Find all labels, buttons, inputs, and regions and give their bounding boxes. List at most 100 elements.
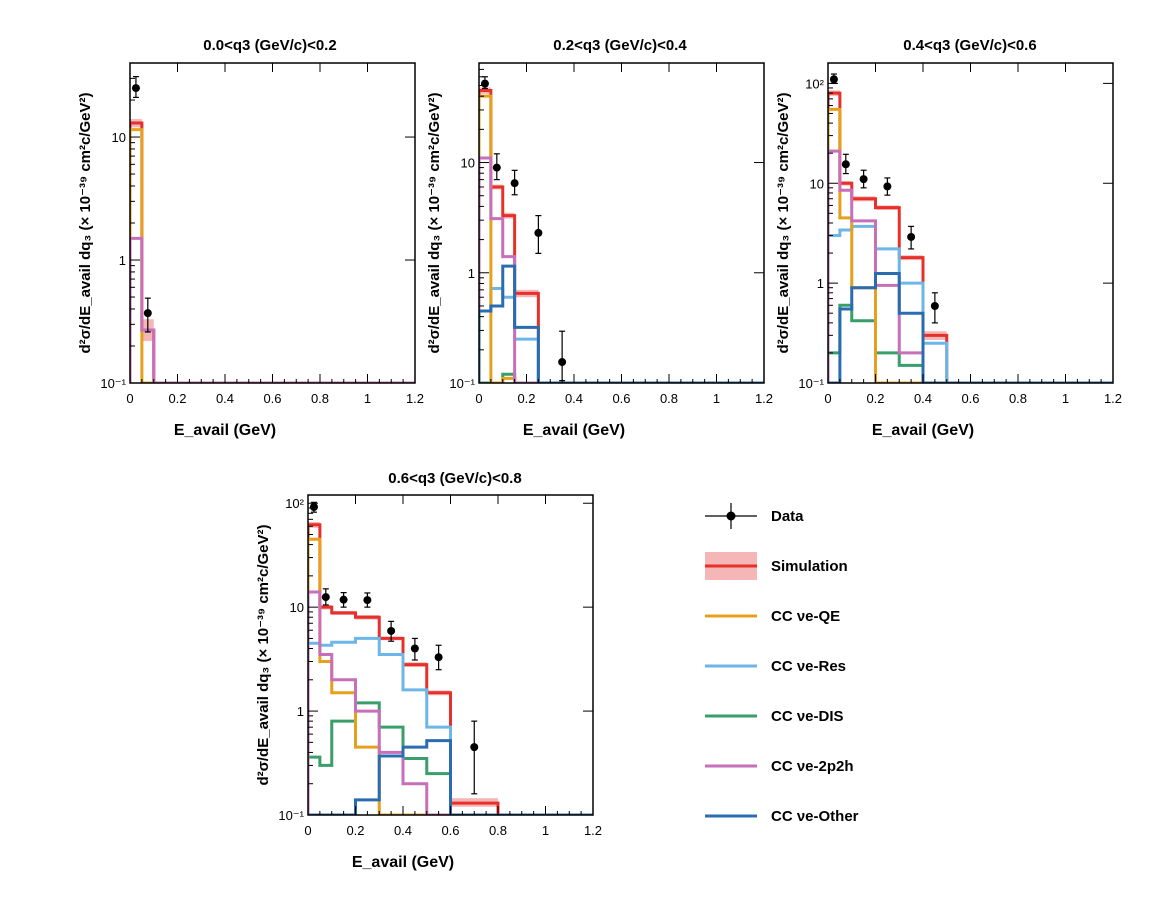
y-axis-label: d²σ/dE_avail dq₃ (× 10⁻³⁹ cm²c/GeV²) — [255, 524, 272, 785]
x-tick-label: 0.6 — [612, 391, 630, 406]
series-two-p2h — [828, 149, 1113, 383]
y-tick-label: 1 — [468, 266, 475, 281]
panel-title: 0.4<q3 (GeV/c)<0.6 — [903, 37, 1036, 54]
data-point — [143, 297, 152, 333]
x-tick-label: 0.4 — [394, 823, 412, 838]
legend-item-two-p2h: CC νe-2p2h — [705, 758, 854, 775]
plot-area — [828, 73, 1113, 383]
panel-title: 0.0<q3 (GeV/c)<0.2 — [203, 37, 336, 54]
data-point — [534, 215, 543, 254]
data-point — [907, 225, 916, 250]
series-two-p2h — [130, 236, 415, 383]
y-tick-label: 10 — [290, 600, 304, 615]
legend-label: CC νe-DIS — [771, 708, 844, 725]
x-axis-label: E_avail (GeV) — [872, 422, 974, 439]
series-simulation — [828, 91, 1113, 383]
series-dis — [828, 303, 1113, 383]
x-tick-label: 0.8 — [1009, 391, 1027, 406]
x-tick-label: 1.2 — [406, 391, 424, 406]
x-tick-label: 0.2 — [346, 823, 364, 838]
series-other — [828, 271, 1113, 383]
legend-label: CC νe-2p2h — [771, 758, 854, 775]
legend-label: CC νe-Other — [771, 808, 859, 825]
y-tick-label: 1 — [297, 704, 304, 719]
x-tick-label: 0 — [824, 391, 831, 406]
legend: Data Simulation CC νe-QE CC νe-Res CC νe-DIS… — [705, 503, 859, 825]
x-tick-label: 0 — [475, 391, 482, 406]
x-axis-label: E_avail (GeV) — [523, 422, 625, 439]
series-qe — [479, 94, 764, 383]
x-tick-label: 0.8 — [311, 391, 329, 406]
legend-item-simulation: Simulation — [705, 552, 848, 580]
x-tick-label: 1.2 — [584, 823, 602, 838]
plot-area — [479, 76, 764, 383]
panel-q3-0.6-0.8: 0.6<q3 (GeV/c)<0.8 0 0.2 0.4 0.6 0.8 1 1.2 10⁻¹ 1… — [255, 470, 602, 871]
x-tick-label: 1 — [1062, 391, 1069, 406]
y-tick-label: 1 — [119, 253, 126, 268]
x-tick-label: 0.2 — [517, 391, 535, 406]
y-tick-label: 10⁻¹ — [100, 376, 126, 391]
y-tick-label: 10 — [810, 176, 824, 191]
x-tick-label: 0.4 — [914, 391, 932, 406]
legend-label: CC νe-QE — [771, 608, 840, 625]
data-point — [470, 720, 479, 795]
data-point — [510, 169, 519, 196]
legend-item-data: Data — [705, 503, 804, 529]
x-tick-label: 0 — [126, 391, 133, 406]
y-axis-label: d²σ/dE_avail dq₃ (× 10⁻³⁹ cm²c/GeV²) — [775, 92, 792, 353]
x-tick-label: 0.6 — [961, 391, 979, 406]
data-point — [883, 177, 892, 196]
data-point — [480, 76, 489, 90]
series-simulation — [130, 121, 415, 383]
y-tick-label: 10 — [112, 130, 126, 145]
y-tick-label: 10⁻¹ — [798, 376, 824, 391]
x-tick-label: 0.8 — [489, 823, 507, 838]
legend-item-res: CC νe-Res — [705, 658, 846, 675]
data-point — [387, 620, 396, 642]
data-point — [131, 76, 140, 99]
axes-frame — [478, 62, 765, 384]
x-axis-label: E_avail (GeV) — [174, 422, 276, 439]
axes-frame — [827, 62, 1114, 384]
legend-item-other: CC νe-Other — [705, 808, 859, 825]
plot-area — [308, 501, 593, 815]
y-axis-label: d²σ/dE_avail dq₃ (× 10⁻³⁹ cm²c/GeV²) — [77, 92, 94, 353]
panel-q3-0.4-0.6: 0.4<q3 (GeV/c)<0.6 0 0.2 0.4 0.6 0.8 1 1.2 10⁻¹ 1… — [775, 37, 1122, 439]
y-tick-label: 10⁻¹ — [278, 808, 304, 823]
series-qe — [308, 537, 593, 815]
data-point — [434, 644, 443, 671]
series-two-p2h — [308, 590, 593, 815]
axes-frame — [129, 62, 416, 384]
data-point — [363, 592, 372, 608]
y-axis-label: d²σ/dE_avail dq₃ (× 10⁻³⁹ cm²c/GeV²) — [426, 92, 443, 353]
x-tick-label: 1 — [364, 391, 371, 406]
y-tick-label: 10² — [805, 76, 824, 91]
x-tick-label: 1.2 — [1104, 391, 1122, 406]
data-point — [339, 592, 348, 608]
plot-area — [130, 76, 415, 383]
x-tick-label: 1.2 — [755, 391, 773, 406]
x-tick-label: 0.2 — [866, 391, 884, 406]
data-point — [859, 169, 868, 189]
data-point — [492, 153, 501, 181]
x-tick-label: 0.4 — [565, 391, 583, 406]
y-tick-label: 10⁻¹ — [449, 376, 475, 391]
y-tick-label: 10 — [461, 156, 475, 171]
legend-item-dis: CC νe-DIS — [705, 708, 844, 725]
x-tick-label: 0 — [304, 823, 311, 838]
series-res — [828, 224, 1113, 383]
x-tick-label: 1 — [713, 391, 720, 406]
y-tick-label: 1 — [817, 276, 824, 291]
data-point — [309, 501, 318, 513]
panel-title: 0.2<q3 (GeV/c)<0.4 — [553, 37, 687, 54]
x-tick-label: 0.6 — [263, 391, 281, 406]
x-tick-label: 1 — [542, 823, 549, 838]
legend-label: CC νe-Res — [771, 658, 846, 675]
legend-item-qe: CC νe-QE — [705, 608, 840, 625]
series-other — [308, 739, 593, 815]
series-qe — [828, 107, 1113, 383]
series-two-p2h — [479, 156, 764, 383]
series-other — [479, 264, 764, 383]
panel-q3-0.0-0.2: 0.0<q3 (GeV/c)<0.2 0 0.2 0.4 0.6 0.8 1 1.2 10⁻¹ 1… — [77, 37, 424, 439]
